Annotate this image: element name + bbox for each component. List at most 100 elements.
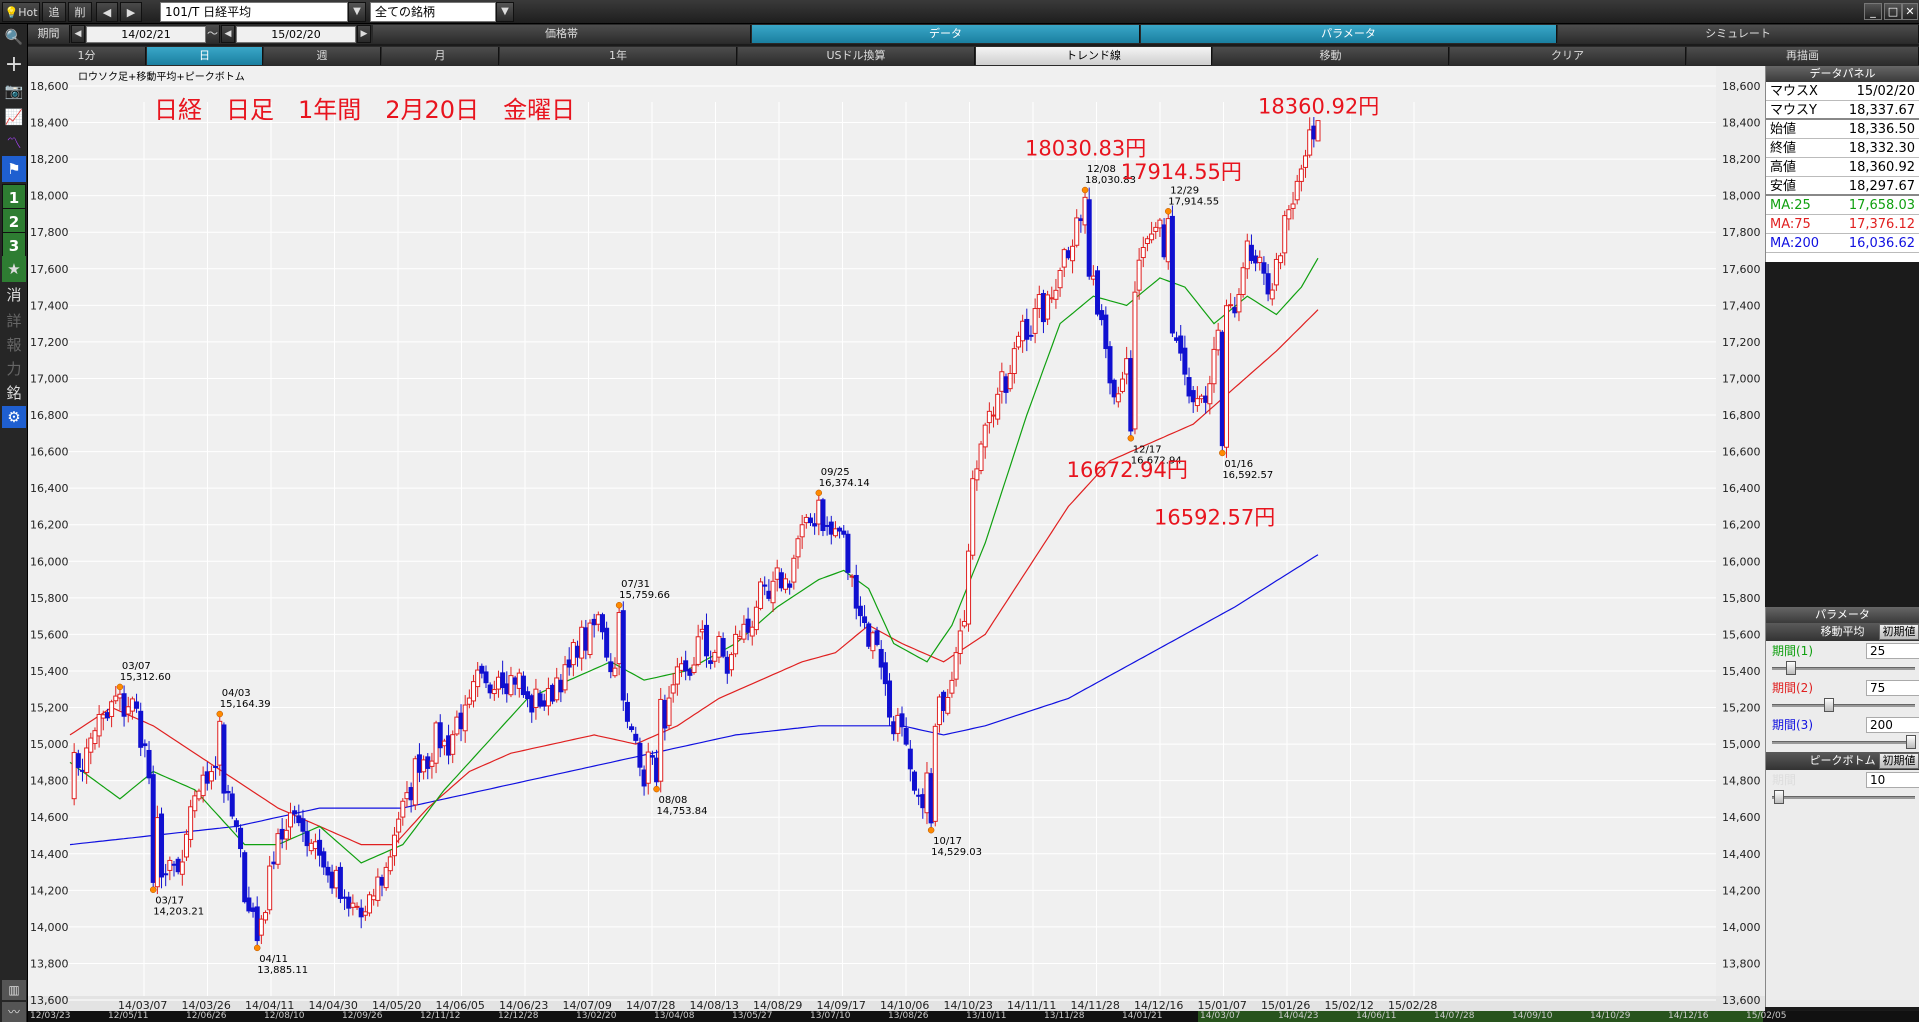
- search-icon[interactable]: 🔍: [4, 28, 24, 46]
- period1-slider[interactable]: [1772, 661, 1915, 675]
- period3-input[interactable]: 200: [1866, 717, 1919, 733]
- period2-row: 期間(2) 75: [1766, 678, 1919, 698]
- y-tick-label: 18,200: [30, 153, 69, 166]
- interval-week-button[interactable]: 週: [264, 47, 381, 65]
- trendline-button[interactable]: トレンド線: [976, 47, 1212, 65]
- to-prev-button[interactable]: ◀: [221, 25, 235, 43]
- minimize-button[interactable]: _: [1864, 3, 1882, 20]
- hot-button[interactable]: 💡Hot: [2, 2, 40, 22]
- prev-symbol-button[interactable]: ◀: [96, 2, 118, 22]
- interval-month-button[interactable]: 月: [382, 47, 499, 65]
- close-button[interactable]: ✕: [1902, 3, 1918, 20]
- indicator-chart-icon[interactable]: 〽: [6, 134, 22, 152]
- gear-icon[interactable]: ⚙: [2, 406, 26, 428]
- range-1year-button[interactable]: 1年: [500, 47, 737, 65]
- navigator-date: 14/04/23: [1278, 1011, 1319, 1021]
- period3-slider-thumb[interactable]: [1906, 735, 1916, 749]
- ma-reset-button[interactable]: 初期値: [1879, 624, 1919, 640]
- interval-1min-button[interactable]: 1分: [28, 47, 146, 65]
- line-chart-icon[interactable]: 📈: [4, 108, 24, 126]
- candle: [720, 632, 726, 659]
- preset-3-button[interactable]: 3: [2, 232, 26, 258]
- to-date-field[interactable]: 15/02/20: [236, 26, 356, 43]
- usd-convert-button[interactable]: USドル換算: [738, 47, 975, 65]
- peak-date: 07/31: [621, 579, 650, 590]
- maximize-button[interactable]: □: [1884, 3, 1902, 20]
- period1-input[interactable]: 25: [1866, 643, 1919, 659]
- preset-2-button[interactable]: 2: [2, 208, 26, 234]
- top-toolbar: 💡Hot 追 削 ◀ ▶ 101/T 日経平均 ▼ 全ての銘柄 ▼ _ □ ✕: [0, 0, 1919, 24]
- bottom-date: 08/08: [659, 795, 688, 806]
- add-button[interactable]: 追: [42, 2, 66, 22]
- flag-icon[interactable]: ⚑: [2, 156, 26, 182]
- next-symbol-button[interactable]: ▶: [120, 2, 142, 22]
- candle: [753, 600, 759, 635]
- price-chart[interactable]: 13,600 13,800 14,000 14,200 14,400 14,600 14,8…: [28, 66, 1765, 1011]
- market-dropdown[interactable]: ▼: [496, 2, 514, 22]
- clear-button[interactable]: クリア: [1450, 47, 1686, 65]
- symbol-button[interactable]: 銘: [6, 384, 22, 402]
- period2-slider-thumb[interactable]: [1824, 698, 1834, 712]
- period3-slider[interactable]: [1772, 735, 1916, 749]
- candle: [233, 818, 239, 833]
- candle: [221, 722, 227, 803]
- candle: [462, 695, 468, 743]
- star-icon[interactable]: ★: [2, 256, 26, 282]
- period1-slider-thumb[interactable]: [1786, 661, 1796, 675]
- candle: [283, 819, 289, 850]
- close-icon: ✕: [1905, 5, 1915, 18]
- detail-button[interactable]: 詳: [6, 312, 22, 330]
- y-tick-label: 13,600: [30, 994, 69, 1007]
- to-next-button[interactable]: ▶: [357, 25, 371, 43]
- mini-chart-icon[interactable]: ▥: [2, 980, 26, 1000]
- y-tick-label: 16,200: [30, 519, 69, 532]
- preset-1-button[interactable]: 1: [2, 184, 26, 210]
- period2-input[interactable]: 75: [1866, 680, 1919, 696]
- tab-simulate[interactable]: シミュレート: [1558, 25, 1919, 43]
- candle: [175, 856, 181, 875]
- candle: [1070, 239, 1076, 274]
- tab-parameter[interactable]: パラメータ: [1141, 25, 1557, 43]
- market-select[interactable]: 全ての銘柄: [370, 2, 496, 22]
- candle: [550, 683, 556, 705]
- report-button[interactable]: 報: [6, 336, 22, 354]
- pb-period-slider[interactable]: [1772, 790, 1915, 804]
- camera-icon[interactable]: 📷: [4, 82, 24, 100]
- candle: [159, 807, 165, 889]
- peak-date: 12/08: [1087, 164, 1116, 175]
- navigator-window[interactable]: [1198, 1011, 1763, 1022]
- period2-slider[interactable]: [1772, 698, 1915, 712]
- candle: [932, 723, 938, 827]
- candle: [1115, 386, 1121, 408]
- candle: [300, 809, 306, 843]
- from-prev-button[interactable]: ◀: [71, 25, 85, 43]
- candle: [362, 905, 368, 921]
- pb-reset-button[interactable]: 初期値: [1879, 753, 1919, 769]
- peak-date: 09/25: [821, 467, 850, 478]
- candle: [953, 646, 959, 687]
- redraw-button[interactable]: 再描画: [1687, 47, 1919, 65]
- pb-period-row: 期間 10: [1766, 770, 1919, 790]
- plus-icon[interactable]: +: [4, 52, 24, 77]
- delete-button[interactable]: 削: [68, 2, 92, 22]
- pb-period-slider-thumb[interactable]: [1774, 790, 1784, 804]
- tab-data[interactable]: データ: [752, 25, 1140, 43]
- move-button[interactable]: 移動: [1213, 47, 1449, 65]
- pb-period-input[interactable]: 10: [1866, 772, 1919, 788]
- symbol-field[interactable]: 101/T 日経平均: [160, 2, 348, 22]
- tab-price-band[interactable]: 価格帯: [373, 25, 751, 43]
- erase-button[interactable]: 消: [6, 286, 22, 304]
- date-navigator[interactable]: 12/03/23 12/05/11 12/06/26 12/08/10 12/09/26…: [28, 1011, 1919, 1022]
- y-tick-label: 16,800: [1722, 409, 1761, 422]
- candle: [1144, 235, 1150, 252]
- power-button[interactable]: 力: [6, 360, 22, 378]
- from-date-field[interactable]: 14/02/21: [86, 26, 206, 43]
- symbol-dropdown[interactable]: ▼: [348, 2, 366, 22]
- mini-line-icon[interactable]: 〰: [2, 1002, 26, 1022]
- y-tick-label: 15,600: [1722, 628, 1761, 641]
- interval-day-button[interactable]: 日: [147, 47, 263, 65]
- y-tick-label: 17,000: [1722, 372, 1761, 385]
- y-tick-label: 17,600: [30, 263, 69, 276]
